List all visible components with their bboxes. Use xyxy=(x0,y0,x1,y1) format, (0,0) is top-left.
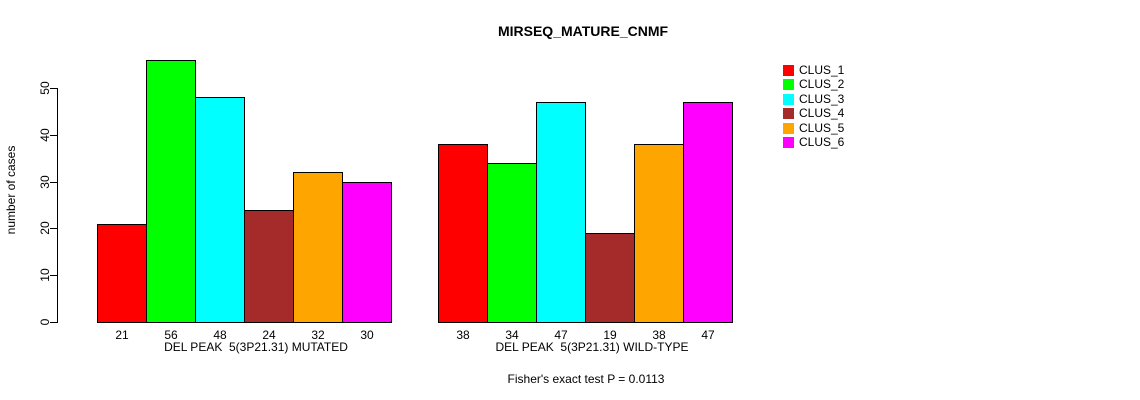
legend-item-clus_6: CLUS_6 xyxy=(783,135,845,149)
bar-group2-clus_2 xyxy=(487,163,537,323)
legend-item-clus_4: CLUS_4 xyxy=(783,106,845,120)
group-label-mutated: DEL PEAK 5(3P21.31) MUTATED xyxy=(164,340,348,354)
legend-label: CLUS_2 xyxy=(799,77,845,91)
legend-label: CLUS_3 xyxy=(799,91,845,106)
bar-value-label: 32 xyxy=(311,328,325,342)
bar-group1-clus_6 xyxy=(342,182,392,323)
legend-swatch-clus_6 xyxy=(783,137,794,148)
bar-value-label: 30 xyxy=(360,328,374,342)
group-label-wildtype: DEL PEAK 5(3P21.31) WILD-TYPE xyxy=(495,340,689,354)
bar-value-label: 24 xyxy=(262,328,276,342)
y-tick-label: 30 xyxy=(38,175,52,189)
y-tick-label: 50 xyxy=(38,81,52,95)
legend-label: CLUS_6 xyxy=(799,135,845,149)
legend-item-clus_2: CLUS_2 xyxy=(783,77,845,91)
y-tick-label: 10 xyxy=(38,268,52,282)
legend-swatch-clus_1 xyxy=(783,64,794,76)
bar-value-label: 19 xyxy=(603,328,617,342)
bar-value-label: 38 xyxy=(456,328,470,342)
y-tick xyxy=(50,322,57,323)
legend-swatch-clus_3 xyxy=(783,93,794,105)
bar-value-label: 38 xyxy=(652,328,666,342)
y-tick-label: 0 xyxy=(38,318,52,326)
bar-group1-clus_3 xyxy=(195,97,245,323)
bar-group1-clus_4 xyxy=(244,210,294,323)
bar-group2-clus_1 xyxy=(438,144,488,323)
bar-value-label: 56 xyxy=(164,328,178,342)
y-axis-label: number of cases xyxy=(4,145,18,235)
y-tick-label: 40 xyxy=(38,128,52,142)
bar-value-label: 34 xyxy=(505,328,519,342)
legend-label: CLUS_5 xyxy=(799,120,845,135)
y-tick xyxy=(50,228,57,229)
y-tick xyxy=(50,88,57,89)
bar-value-label: 21 xyxy=(115,328,129,342)
bar-group1-clus_5 xyxy=(293,172,343,323)
y-tick xyxy=(50,275,57,276)
legend-label: CLUS_1 xyxy=(799,62,845,77)
bar-group1-clus_1 xyxy=(97,224,147,323)
legend-item-clus_1: CLUS_1 xyxy=(783,62,845,77)
bar-group2-clus_3 xyxy=(536,102,586,323)
legend-swatch-clus_4 xyxy=(783,108,794,119)
legend-item-clus_3: CLUS_3 xyxy=(783,91,845,106)
bar-value-label: 47 xyxy=(554,328,568,342)
y-tick xyxy=(50,135,57,136)
bar-group2-clus_6 xyxy=(683,102,733,323)
legend-label: CLUS_4 xyxy=(799,106,845,120)
legend-swatch-clus_5 xyxy=(783,122,794,134)
stat-annotation: Fisher's exact test P = 0.0113 xyxy=(507,372,665,386)
bar-value-label: 47 xyxy=(701,328,715,342)
y-tick-label: 20 xyxy=(38,221,52,235)
y-tick xyxy=(50,182,57,183)
legend-swatch-clus_2 xyxy=(783,79,794,90)
bar-group2-clus_4 xyxy=(585,233,635,323)
bar-group1-clus_2 xyxy=(146,60,196,323)
bar-value-label: 48 xyxy=(213,328,227,342)
chart-title: MIRSEQ_MATURE_CNMF xyxy=(497,23,669,39)
bar-group2-clus_5 xyxy=(634,144,684,323)
legend-item-clus_5: CLUS_5 xyxy=(783,120,845,135)
y-axis-line xyxy=(57,88,58,323)
